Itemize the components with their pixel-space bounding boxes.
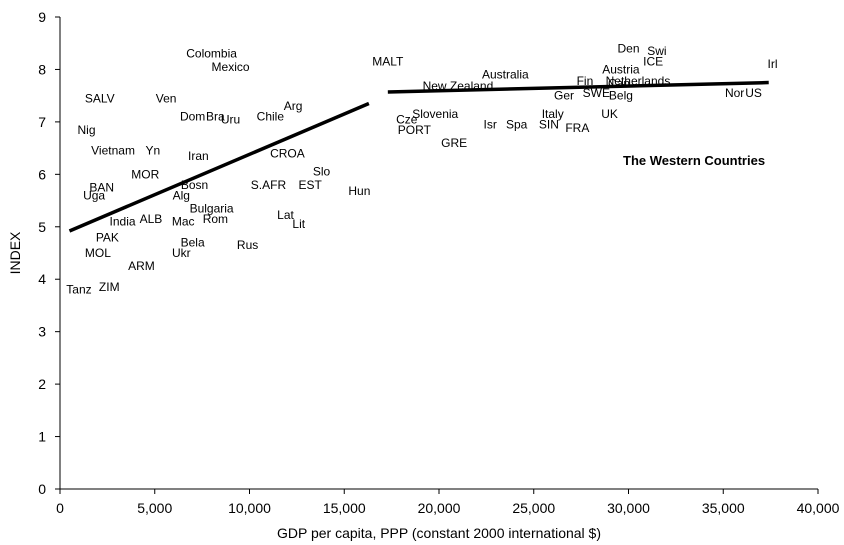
- point-label: EST: [298, 178, 322, 192]
- point-label: Australia: [482, 68, 529, 82]
- x-tick-label: 25,000: [512, 500, 555, 516]
- point-label: Lat: [277, 208, 294, 222]
- western-countries-annotation: The Western Countries: [623, 153, 765, 168]
- point-label: Yn: [146, 144, 161, 158]
- point-label: GRE: [441, 136, 467, 150]
- point-label: Spa: [506, 118, 528, 132]
- point-label: Bela: [181, 236, 205, 250]
- point-label: Slo: [313, 165, 331, 179]
- point-label: Netherlands: [606, 74, 671, 88]
- point-label: Mac: [172, 215, 195, 229]
- point-label: Italy: [542, 107, 564, 121]
- point-label: S.AFR: [251, 178, 287, 192]
- point-label: SIN: [539, 118, 559, 132]
- point-label: Lit: [292, 217, 305, 231]
- point-label: Chile: [257, 110, 285, 124]
- point-label: US: [745, 86, 762, 100]
- point-label: Bosn: [181, 178, 208, 192]
- point-label: Alg: [173, 188, 190, 202]
- point-label: Den: [617, 41, 639, 55]
- point-label: Arg: [284, 99, 303, 113]
- y-tick-label: 5: [38, 219, 46, 235]
- point-label: UK: [601, 107, 618, 121]
- point-label: Dom: [180, 110, 205, 124]
- point-label: Iran: [188, 149, 209, 163]
- x-tick-label: 10,000: [228, 500, 271, 516]
- trendline: [387, 80, 769, 94]
- point-label: MALT: [372, 55, 404, 69]
- point-label: ALB: [140, 212, 163, 226]
- point-label: ARM: [128, 259, 155, 273]
- point-label: Isr: [483, 118, 496, 132]
- y-tick-label: 1: [38, 429, 46, 445]
- point-label: SWE: [583, 86, 610, 100]
- y-tick-label: 6: [38, 166, 46, 182]
- point-label: Swi: [647, 44, 666, 58]
- point-label: Bulgaria: [190, 201, 234, 215]
- point-label: Fin: [577, 74, 594, 88]
- y-tick-label: 3: [38, 324, 46, 340]
- point-label: Rom: [203, 212, 228, 226]
- y-tick-label: 7: [38, 114, 46, 130]
- point-label: Rus: [237, 238, 258, 252]
- point-label: Nor: [725, 86, 744, 100]
- point-label: Can: [608, 77, 630, 91]
- point-label: FRA: [565, 121, 589, 135]
- point-label: Ger: [554, 89, 574, 103]
- point-label: Uru: [221, 112, 240, 126]
- x-tick-label: 30,000: [607, 500, 650, 516]
- point-label: Uga: [83, 188, 105, 202]
- point-label: PAK: [96, 230, 119, 244]
- x-tick-label: 5,000: [137, 500, 172, 516]
- point-label: Austria: [602, 62, 640, 76]
- x-tick-label: 20,000: [418, 500, 461, 516]
- y-tick-label: 0: [38, 481, 46, 497]
- point-label: SALV: [85, 91, 115, 105]
- point-label: Mexico: [212, 60, 250, 74]
- point-label: Belg: [609, 89, 633, 103]
- point-label: India: [110, 215, 136, 229]
- y-axis-title: INDEX: [7, 231, 23, 274]
- point-label: MOL: [85, 246, 111, 260]
- tick-group: 0 5,000 10,000 15,000 20,000 25,000 30,000 35,0…: [38, 9, 839, 516]
- y-tick-label: 4: [38, 271, 46, 287]
- point-label: ZIM: [99, 280, 120, 294]
- y-tick-label: 8: [38, 61, 46, 77]
- point-label: Vietnam: [91, 144, 135, 158]
- point-label: ICE: [643, 55, 663, 69]
- trendline: [68, 101, 370, 233]
- y-tick-label: 9: [38, 9, 46, 25]
- x-tick-label: 15,000: [323, 500, 366, 516]
- point-label: MOR: [131, 167, 159, 181]
- point-label: CROA: [270, 146, 305, 160]
- point-label: Bra: [206, 110, 225, 124]
- point-label: Tanz: [66, 283, 91, 297]
- point-label: New Zealand: [423, 79, 494, 93]
- point-label: Nig: [78, 123, 96, 137]
- x-axis-title: GDP per capita, PPP (constant 2000 inter…: [277, 525, 601, 541]
- trendline-group: [68, 80, 769, 233]
- point-label: BAN: [89, 180, 114, 194]
- point-label: Colombia: [186, 47, 237, 61]
- x-tick-label: 40,000: [797, 500, 840, 516]
- point-label: Hun: [348, 184, 370, 198]
- point-label: PORT: [398, 123, 432, 137]
- x-tick-label: 35,000: [702, 500, 745, 516]
- point-label: Slovenia: [412, 107, 458, 121]
- point-label: Ven: [156, 91, 177, 105]
- y-tick-label: 2: [38, 376, 46, 392]
- point-label: Ukr: [172, 246, 191, 260]
- point-label: Cze: [396, 112, 418, 126]
- point-label: Irl: [768, 57, 778, 71]
- x-tick-label: 0: [56, 500, 64, 516]
